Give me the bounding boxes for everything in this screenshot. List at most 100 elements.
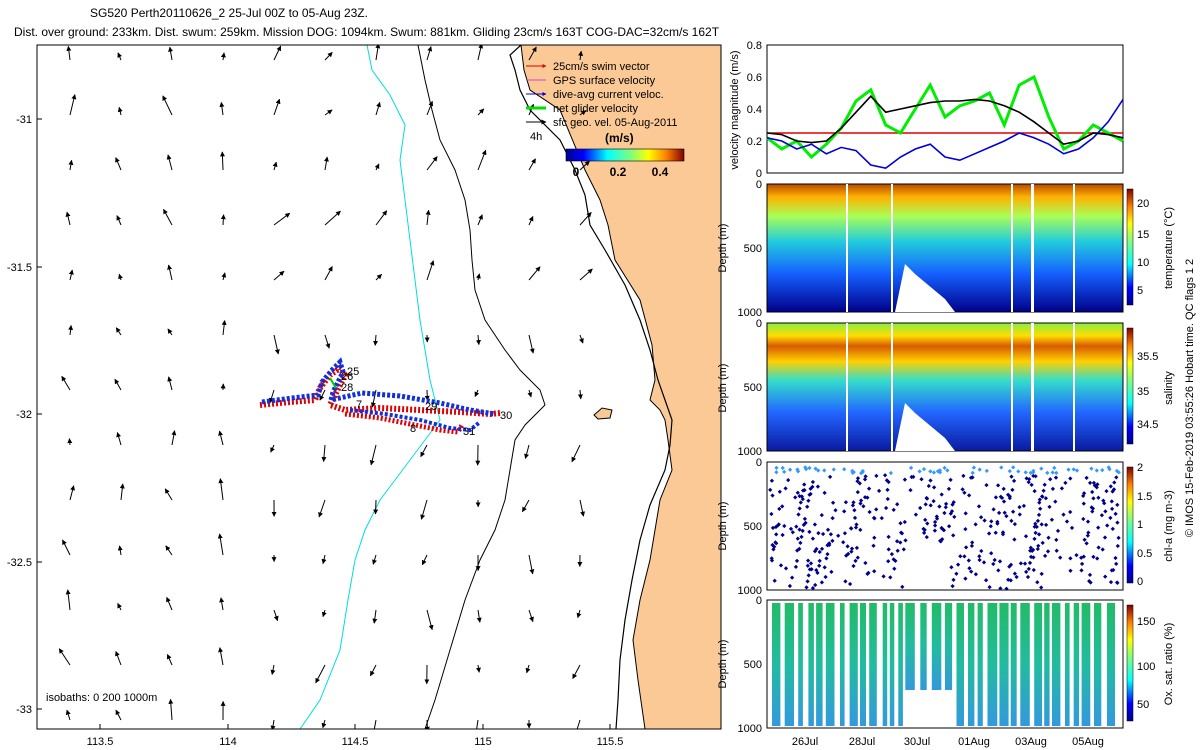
current-arrow [373, 719, 377, 729]
chla-point [1095, 556, 1100, 561]
chla-point [895, 548, 900, 553]
chla-point [1114, 561, 1119, 567]
chla-point [865, 571, 870, 576]
current-arrow [65, 589, 71, 611]
chla-point [1091, 496, 1096, 501]
chla-point [931, 499, 936, 504]
time-tick: 01Aug [958, 736, 990, 748]
chla-point [1085, 519, 1091, 524]
y-tick-label: -31 [16, 114, 32, 126]
chla-point [1043, 496, 1049, 501]
chla-point [976, 504, 982, 509]
chla-point [1084, 475, 1089, 481]
chla-point [786, 478, 791, 483]
oxygen-profile [1073, 603, 1080, 726]
chla-point [787, 467, 793, 472]
chla-point [898, 521, 903, 526]
chla-point [971, 465, 977, 470]
chla-point [801, 522, 806, 527]
chla-point [889, 552, 895, 557]
chla-point [1054, 470, 1059, 476]
chla-point [921, 466, 927, 472]
series-net-glider-velocity [766, 74, 1124, 160]
chla-point [898, 530, 904, 535]
chla-point [886, 559, 891, 564]
chla-point [830, 500, 836, 505]
ox-cbar-tick: 100 [1137, 661, 1155, 673]
chla-point [1071, 467, 1076, 472]
temperature-panel: 20 15 10 5 temperature (°C) 0 500 1000 D… [717, 179, 1175, 319]
chla-point [942, 510, 947, 516]
chla-point [1099, 513, 1105, 518]
chla-point [794, 558, 800, 564]
oxygen-profile [987, 603, 998, 726]
current-arrow [370, 389, 377, 408]
chla-point [1028, 545, 1033, 550]
chla-point [797, 506, 802, 511]
current-arrow [220, 52, 226, 61]
current-arrow [528, 103, 535, 116]
current-arrow [319, 389, 326, 401]
depth-tick: 1000 [738, 446, 762, 458]
chla-point [948, 477, 953, 483]
depth-tick: 1000 [738, 723, 762, 735]
chla-point [1109, 506, 1115, 511]
current-arrow [579, 212, 592, 226]
current-arrow [321, 444, 327, 462]
chla-point [823, 574, 828, 580]
temp-cbar-tick: 10 [1137, 257, 1149, 269]
current-arrow [270, 444, 275, 453]
current-arrow [521, 499, 530, 513]
chla-point [1085, 533, 1090, 538]
current-arrow [477, 149, 487, 171]
oxygen-profile [889, 603, 895, 726]
chla-point [1018, 561, 1024, 566]
chla-point [872, 535, 877, 540]
chla-point [800, 497, 805, 502]
current-arrow [528, 46, 537, 61]
chla-point [952, 514, 957, 520]
oxygen-profile [898, 603, 903, 726]
current-arrow [372, 609, 378, 624]
chla-point [900, 584, 905, 589]
chla-point [807, 465, 812, 471]
current-arrow [218, 478, 224, 501]
chla-point [858, 498, 864, 503]
current-arrow [369, 444, 377, 466]
chla-point [808, 561, 814, 566]
current-arrow [65, 709, 71, 721]
chla-point [1033, 474, 1038, 479]
current-arrow [165, 545, 173, 556]
chla-point [1109, 499, 1114, 504]
chla-point [932, 519, 938, 525]
chla-point [796, 512, 801, 517]
chla-point [1001, 486, 1006, 491]
oxygen-profile [1052, 603, 1061, 726]
profile-gap [1011, 184, 1013, 312]
chla-point [804, 585, 809, 590]
chla-point [925, 521, 930, 526]
chla-point [962, 554, 967, 559]
chla-point [1042, 482, 1047, 487]
chla-point [970, 470, 975, 475]
time-tick: 28Jul [849, 736, 875, 748]
chla-point [1114, 475, 1119, 480]
chla-point [1021, 503, 1027, 509]
current-arrow [476, 719, 479, 729]
chla-point [1039, 522, 1044, 527]
chla-point [923, 502, 928, 507]
current-vector-field [58, 45, 593, 729]
sal-cbar-tick: 35 [1137, 386, 1149, 398]
chla-point [771, 547, 776, 552]
chla-point [853, 525, 859, 530]
chla-point [867, 509, 872, 515]
current-arrow [375, 273, 382, 281]
chla-point [946, 486, 952, 492]
chla-point [813, 466, 818, 471]
current-arrow [219, 151, 225, 171]
map-x-axis: 113.5 114 114.5 115 115.5 [87, 724, 623, 748]
chla-point [783, 486, 788, 491]
current-arrow [323, 156, 329, 171]
chla-point [822, 565, 827, 570]
chla-point [770, 525, 776, 530]
